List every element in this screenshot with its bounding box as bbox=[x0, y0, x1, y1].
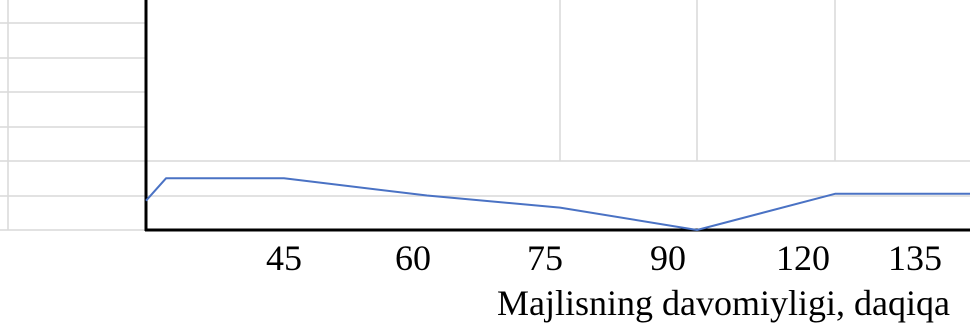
x-tick-label: 60 bbox=[395, 238, 431, 278]
x-tick-label: 135 bbox=[888, 238, 942, 278]
series-line bbox=[145, 177, 970, 231]
x-tick-label: 90 bbox=[650, 238, 686, 278]
x-tick-label: 75 bbox=[527, 238, 563, 278]
x-tick-label: 45 bbox=[266, 238, 302, 278]
x-tick-label: 120 bbox=[776, 238, 830, 278]
x-tick-labels: 45 60 75 90 120 135 bbox=[266, 238, 942, 278]
series bbox=[145, 177, 970, 231]
grid bbox=[0, 0, 970, 231]
axes bbox=[144, 0, 970, 232]
x-axis-title: Majlisning davomiyligi, daqiqa bbox=[497, 283, 950, 323]
